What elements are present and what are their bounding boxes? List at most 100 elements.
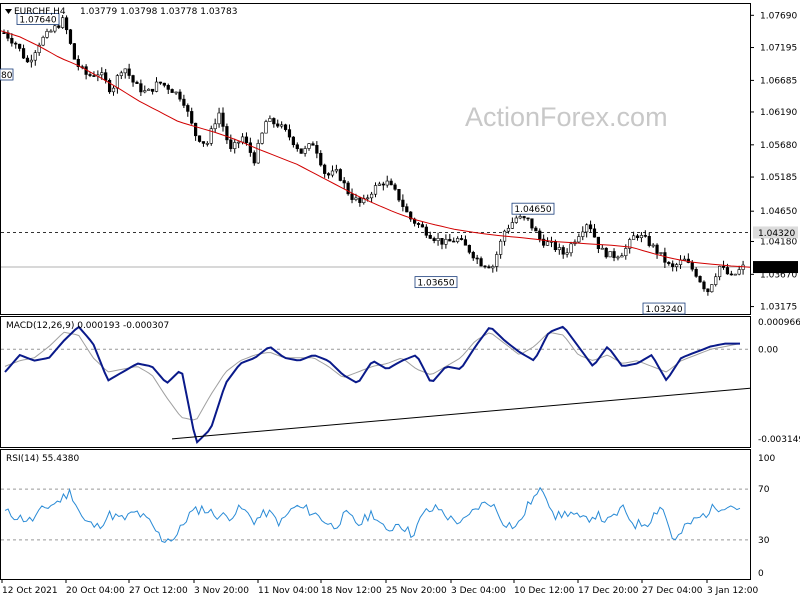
candle-body	[76, 58, 80, 67]
support-price-label: 1.04320	[758, 229, 795, 239]
candle-body	[346, 182, 350, 195]
candle-body	[530, 218, 534, 229]
candle-body	[354, 197, 358, 200]
candle-body	[495, 254, 499, 267]
candle-body	[659, 252, 663, 254]
candle-body	[147, 88, 151, 91]
candle-body	[467, 244, 471, 253]
price-y-tick-label: 1.05680	[760, 141, 797, 151]
rsi-line	[4, 486, 741, 543]
candle-body	[49, 30, 53, 33]
candle-body	[581, 231, 585, 237]
candle-body	[518, 216, 522, 219]
macd-y-tick-label: 0.000966	[758, 318, 800, 328]
moving-average-line	[0, 30, 751, 268]
candle-body	[675, 264, 679, 267]
x-tick-label: 3 Dec 04:00	[451, 586, 506, 596]
candle-body	[72, 43, 76, 60]
rsi-panel-frame	[0, 449, 751, 580]
x-tick-label: 27 Oct 12:00	[129, 586, 188, 596]
candle-body	[158, 81, 163, 84]
current-price-label: 1.03783	[758, 264, 795, 274]
candle-body	[561, 247, 565, 255]
x-tick-label: 10 Dec 12:00	[514, 586, 575, 596]
candle-body	[92, 75, 96, 77]
candle-body	[604, 247, 608, 258]
candle-body	[115, 75, 120, 89]
annotation-label: 1.03240	[645, 305, 682, 315]
rsi-y-tick-label: 70	[758, 485, 770, 495]
candle-body	[377, 183, 382, 186]
annotation-label: 1.07640	[19, 16, 56, 26]
candle-body	[506, 228, 511, 232]
candle-body	[194, 122, 198, 137]
candle-body	[350, 193, 354, 200]
annotation-box	[642, 302, 686, 315]
candle-body	[706, 288, 710, 293]
candle-body	[385, 180, 389, 186]
candle-body	[393, 184, 397, 190]
candle-body	[248, 142, 252, 153]
candle-body	[682, 258, 687, 261]
candle-body	[64, 17, 69, 31]
candle-body	[698, 276, 702, 283]
candle-body	[436, 238, 440, 241]
candle-body	[569, 243, 573, 254]
candle-body	[280, 124, 284, 127]
candle-body	[143, 90, 147, 93]
candle-body	[510, 222, 514, 229]
candle-body	[264, 121, 268, 134]
candle-body	[315, 145, 319, 154]
candle-body	[702, 281, 706, 290]
candle-body	[428, 235, 432, 239]
candle-body	[416, 223, 421, 225]
candle-body	[635, 235, 640, 239]
candle-body	[330, 170, 335, 176]
candle-body	[170, 89, 174, 93]
candle-body	[463, 239, 468, 246]
candle-body	[651, 244, 655, 247]
rsi-title: RSI(14) 55.4380	[6, 454, 79, 464]
candle-body	[499, 240, 503, 255]
candle-body	[369, 193, 374, 199]
candle-body	[721, 265, 726, 268]
candle-body	[326, 173, 331, 176]
candle-body	[522, 216, 526, 219]
candle-body	[440, 238, 444, 245]
annotation-label: 1.03650	[417, 279, 454, 289]
candle-body	[577, 236, 581, 243]
candle-body	[612, 251, 616, 258]
candle-body	[545, 241, 550, 246]
candle-body	[358, 197, 362, 203]
chevron-down-icon[interactable]	[5, 9, 12, 14]
axes: 1.07690 1.07195 1.06685 1.06190 1.05680 1.051…	[1, 11, 800, 596]
candle-body	[456, 238, 460, 242]
candle-body	[229, 139, 233, 149]
candle-body	[725, 267, 730, 275]
candle-body	[104, 72, 108, 81]
candle-body	[127, 68, 131, 76]
candle-body	[487, 266, 491, 269]
candle-body	[182, 98, 186, 106]
candle-body	[295, 144, 299, 150]
candle-body	[409, 211, 413, 220]
rsi-y-tick-label: 0	[758, 569, 764, 579]
candle-body	[366, 197, 370, 200]
candle-body	[33, 52, 37, 61]
candle-body	[303, 148, 307, 154]
candle-body	[588, 224, 593, 230]
candle-body	[381, 183, 385, 186]
candle-body	[710, 284, 714, 293]
candle-body	[592, 228, 597, 238]
candle-body	[526, 217, 530, 220]
candle-body	[209, 128, 213, 144]
rsi-y-tick-label: 100	[758, 454, 775, 464]
candle-body	[596, 236, 600, 249]
candle-body	[25, 57, 30, 63]
candle-body	[268, 118, 272, 122]
candle-body	[166, 85, 170, 90]
candle-body	[307, 143, 311, 149]
candle-body	[694, 268, 698, 277]
candle-body	[479, 258, 483, 267]
